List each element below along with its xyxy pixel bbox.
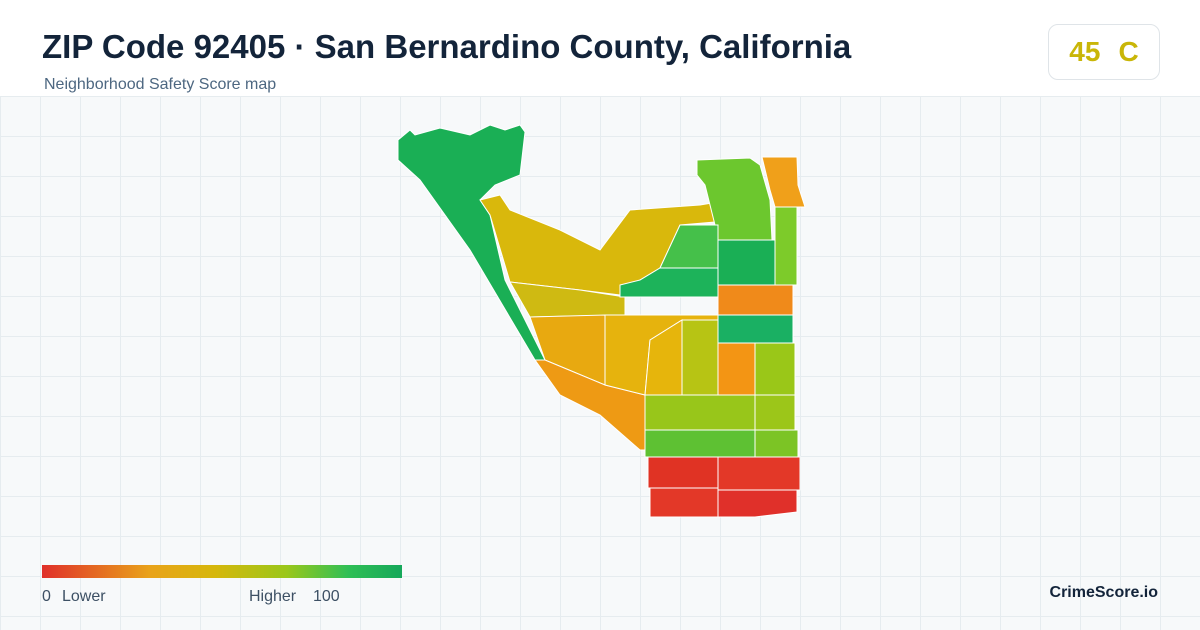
legend-gradient	[42, 565, 402, 578]
area	[717, 284, 794, 316]
area	[761, 156, 806, 208]
area	[717, 342, 756, 396]
score-badge: 45 C	[1048, 24, 1160, 80]
area	[509, 281, 626, 318]
area	[717, 456, 801, 491]
area	[681, 319, 719, 396]
area	[754, 342, 796, 396]
header	[0, 0, 1200, 96]
area	[647, 456, 719, 489]
area	[717, 239, 776, 286]
area	[644, 394, 756, 431]
legend-min: 0	[42, 588, 51, 605]
score-grade: C	[1118, 36, 1139, 67]
area	[717, 489, 798, 518]
area	[397, 124, 546, 361]
legend-max: 100	[313, 588, 340, 605]
area	[644, 429, 756, 458]
area	[717, 314, 794, 344]
area	[619, 267, 719, 298]
brand: CrimeScore.io	[1049, 584, 1158, 601]
title: ZIP Code 92405 · San Bernardino County, …	[42, 28, 852, 65]
legend-high-label: Higher	[249, 588, 297, 605]
area	[774, 206, 798, 286]
area	[649, 487, 719, 518]
area	[754, 394, 796, 431]
area	[754, 429, 799, 458]
legend-low-label: Lower	[62, 588, 106, 605]
subtitle: Neighborhood Safety Score map	[44, 76, 277, 93]
score-value: 45	[1069, 36, 1101, 67]
